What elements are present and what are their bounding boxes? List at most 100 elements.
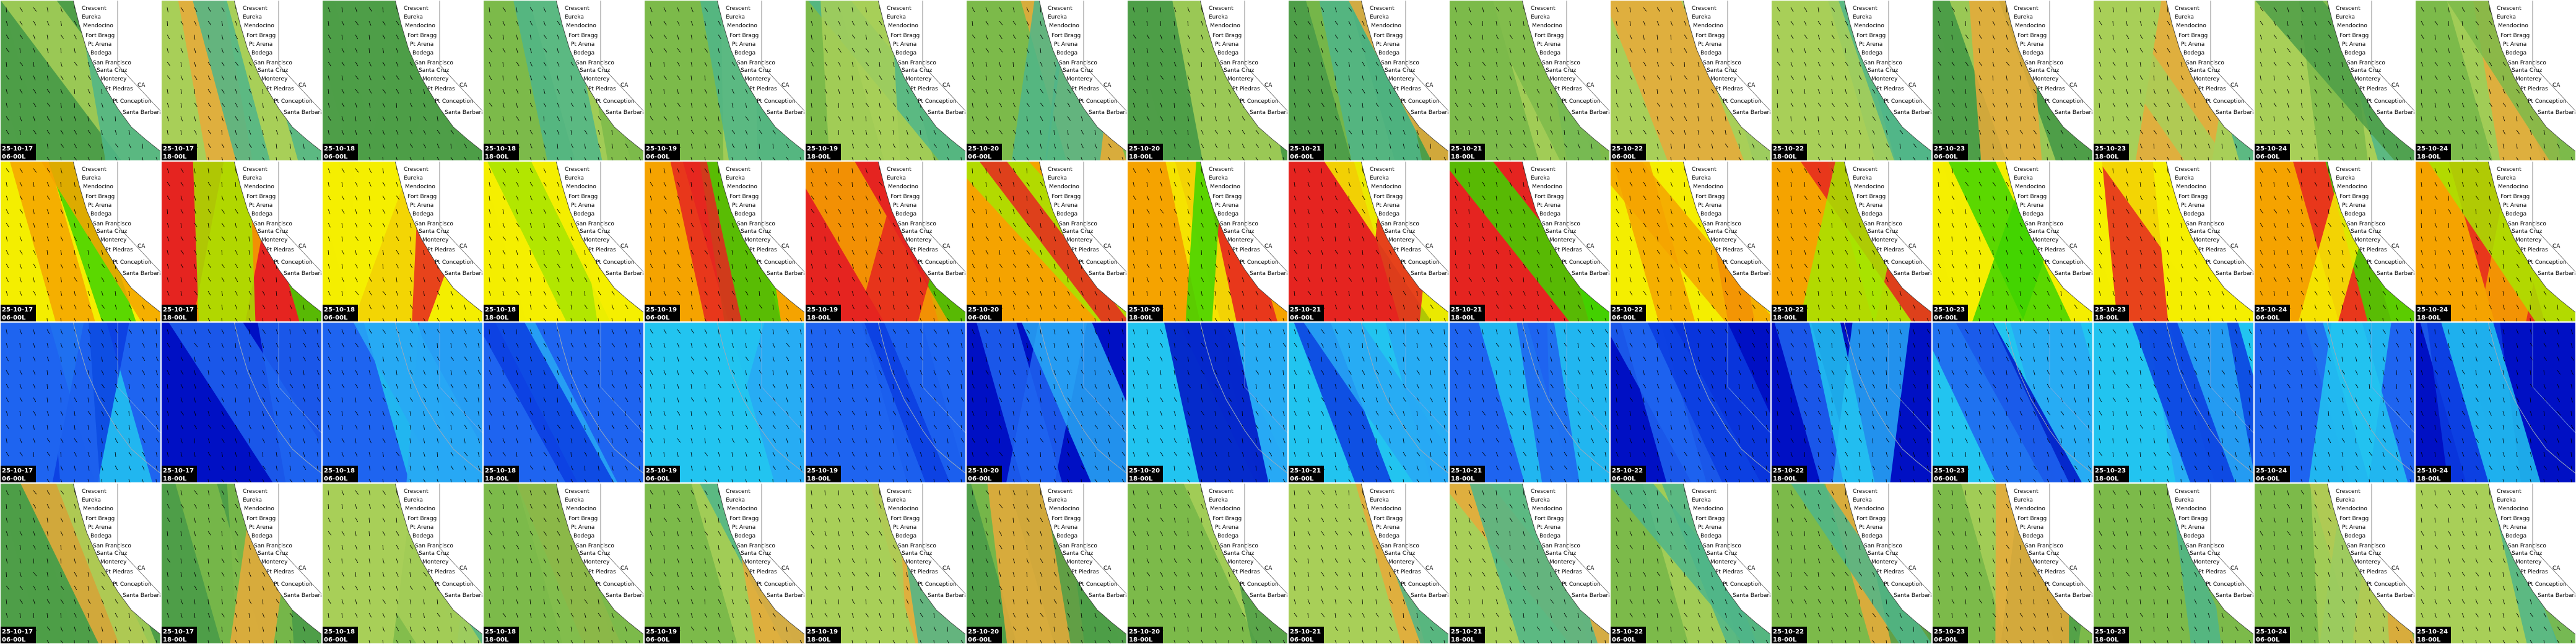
wind-arrow [207,304,211,310]
wind-arrow [1362,168,1364,173]
wind-arrow [1523,290,1526,296]
wind-arrow [865,290,869,296]
wind-arrow [60,143,64,148]
wind-arrow [1146,61,1149,67]
wind-arrow [1656,75,1661,80]
tile-border [0,0,161,161]
wind-arrow [221,290,223,296]
wind-arrow [677,48,681,53]
wind-arrow [33,48,36,53]
wind-arrow [1899,157,1902,161]
wind-arrow [167,75,171,80]
timestamp-time: 18-00L [2095,154,2119,160]
wind-arrow [1012,304,1015,310]
wind-arrow [1509,20,1511,26]
wind-arrow [690,209,692,214]
wind-arrow [879,129,882,135]
wind-arrow [972,75,975,80]
wind-arrow [2126,61,2128,67]
wind-arrow [46,143,49,149]
field-band [513,0,603,161]
wind-arrow [355,61,359,67]
wind-arrow [1992,168,1996,173]
wind-arrow [1012,34,1016,40]
place-label: Mendocino [2498,23,2528,29]
wind-arrow [1656,89,1658,94]
wind-arrow [1012,209,1015,214]
place-label: Santa Cruz [97,228,128,235]
wind-arrow [1992,277,1995,282]
place-label: Eureka [1048,14,1067,20]
wind-arrow [194,168,196,173]
wind-arrow [1482,222,1484,228]
wind-arrow [248,75,251,80]
wind-arrow [2448,129,2451,135]
wind-arrow [1577,129,1580,135]
wind-arrow [598,116,601,121]
wind-arrow [2300,116,2304,121]
wind-arrow [2099,116,2102,121]
wind-arrow [1455,102,1458,107]
wind-arrow [677,129,679,135]
wind-arrow [1831,48,1835,53]
wind-arrow [289,143,292,149]
wind-arrow [1026,304,1030,309]
wind-arrow [731,157,734,161]
wind-arrow [328,195,331,201]
wind-arrow [1173,34,1175,40]
wind-arrow [1495,290,1499,296]
wind-arrow [1684,181,1686,187]
timestamp-bg [805,305,841,322]
wind-arrow [1804,290,1806,296]
wind-arrow [248,102,253,107]
wind-arrow [598,129,601,135]
wind-arrow [1817,318,1820,322]
wind-arrow [1670,263,1673,269]
wind-arrow [1321,89,1323,94]
timestamp-date: 25-10-20 [968,307,999,313]
wind-arrow [1831,143,1834,149]
wind-arrow [437,143,440,149]
wind-arrow [2300,75,2304,80]
wind-arrow [865,236,868,242]
state-border [439,0,483,112]
wind-arrow [1536,143,1541,148]
wind-arrow [1067,89,1071,94]
wind-arrow [1831,129,1834,135]
land [1360,0,1449,152]
wind-arrow [1817,290,1819,296]
wind-arrow [1886,143,1890,148]
wind-arrow [1831,102,1835,107]
wind-arrow [19,290,22,296]
place-label: San Francisco [898,60,936,66]
place-label: Fort Bragg [568,33,598,39]
wind-arrow [1509,89,1511,94]
wind-arrow [396,236,399,242]
wind-arrow [824,263,827,269]
wind-arrow [2382,143,2385,149]
wind-arrow [985,129,989,135]
wind-arrow [1389,116,1392,121]
wind-arrow [650,209,651,214]
state-border [1405,161,1449,273]
wind-arrow [933,157,936,161]
place-label: Monterey [2354,76,2381,82]
wind-arrow [1656,250,1661,255]
wind-arrow [543,89,546,94]
wind-arrow [2300,34,2303,40]
place-label: Santa Cruz [258,67,289,74]
wind-arrow [543,236,547,241]
wind-arrow [1886,157,1889,161]
wind-arrow [207,277,211,282]
wind-arrow [1951,168,1954,173]
wind-arrow [999,20,1003,25]
wind-arrow [368,318,370,322]
wind-arrow [489,89,491,94]
wind-arrow [2126,34,2130,40]
wind-arrow [1536,116,1538,122]
wind-arrow [341,20,344,26]
wind-arrow [1375,61,1379,66]
wind-arrow [1992,209,1996,214]
